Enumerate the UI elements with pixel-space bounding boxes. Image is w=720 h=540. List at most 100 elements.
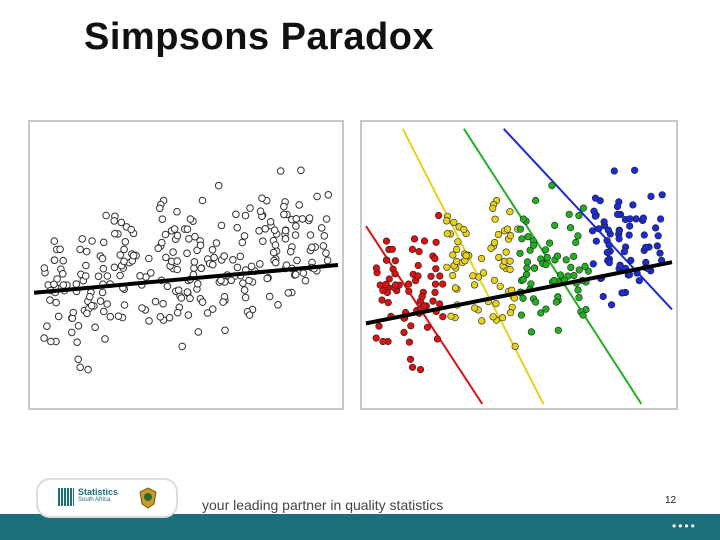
- data-point: [405, 338, 414, 346]
- data-point: [56, 245, 64, 254]
- data-point: [449, 271, 457, 280]
- data-point: [73, 338, 81, 346]
- data-point: [101, 335, 109, 343]
- data-point: [550, 276, 558, 285]
- data-point: [256, 207, 265, 215]
- data-point: [82, 247, 91, 256]
- data-point: [431, 280, 440, 288]
- data-point: [50, 280, 58, 289]
- data-point: [379, 337, 387, 346]
- data-point: [194, 328, 203, 336]
- data-point: [469, 272, 477, 280]
- data-point: [129, 251, 138, 260]
- data-point: [173, 265, 181, 274]
- data-point: [589, 260, 597, 268]
- data-point: [542, 305, 550, 313]
- data-point: [408, 363, 417, 371]
- data-point: [432, 265, 440, 273]
- data-point: [506, 231, 515, 240]
- data-point: [163, 282, 172, 291]
- data-point: [495, 253, 503, 261]
- data-point: [212, 239, 221, 247]
- data-point: [478, 317, 486, 325]
- data-point: [530, 241, 538, 249]
- data-point: [236, 252, 245, 261]
- data-point: [626, 215, 634, 223]
- data-point: [572, 238, 580, 247]
- data-point: [591, 194, 600, 202]
- data-point: [552, 298, 560, 306]
- data-point: [174, 286, 183, 294]
- data-point: [103, 300, 111, 308]
- data-point: [116, 251, 125, 259]
- data-point: [647, 192, 655, 200]
- data-point: [69, 308, 78, 317]
- data-point: [322, 249, 330, 257]
- data-point: [59, 256, 68, 265]
- data-point: [400, 328, 408, 336]
- data-point: [454, 238, 462, 246]
- data-point: [502, 248, 510, 256]
- data-point: [52, 298, 60, 307]
- data-point: [546, 239, 554, 247]
- data-point: [256, 260, 264, 268]
- data-point: [526, 246, 534, 254]
- data-point: [68, 328, 76, 337]
- data-point: [382, 237, 391, 245]
- data-point: [489, 313, 497, 321]
- data-point: [506, 208, 514, 216]
- data-point: [156, 313, 165, 321]
- overall-trend-line: [365, 260, 673, 326]
- data-point: [40, 264, 49, 272]
- data-point: [233, 223, 241, 232]
- data-point: [449, 251, 457, 259]
- data-point: [479, 269, 488, 277]
- data-point: [375, 322, 383, 330]
- data-point: [50, 256, 59, 264]
- data-point: [280, 202, 288, 211]
- data-point: [59, 281, 68, 289]
- data-point: [111, 229, 119, 238]
- data-point: [46, 296, 54, 304]
- data-point: [506, 265, 514, 274]
- data-point: [233, 263, 242, 272]
- page-number: 12: [665, 495, 677, 506]
- data-point: [532, 196, 540, 205]
- data-point: [471, 304, 479, 312]
- data-point: [319, 242, 328, 250]
- data-point: [145, 317, 153, 325]
- data-point: [579, 311, 587, 319]
- data-point: [40, 334, 48, 342]
- data-point: [114, 312, 123, 320]
- data-point: [574, 232, 582, 240]
- data-point: [76, 245, 84, 254]
- data-point: [431, 255, 439, 263]
- data-point: [532, 298, 540, 306]
- data-point: [102, 211, 110, 220]
- data-point: [214, 181, 223, 190]
- data-point: [295, 201, 304, 209]
- data-point: [94, 272, 103, 281]
- data-point: [640, 231, 648, 239]
- data-point: [203, 309, 212, 317]
- data-point: [158, 238, 166, 247]
- data-point: [110, 263, 119, 272]
- data-point: [443, 217, 451, 225]
- data-point: [241, 211, 250, 220]
- data-point: [100, 307, 108, 316]
- data-point: [117, 218, 126, 227]
- data-point: [116, 271, 124, 280]
- data-point: [656, 249, 664, 257]
- data-point: [258, 194, 266, 202]
- data-point: [173, 231, 182, 240]
- data-point: [43, 322, 51, 330]
- data-point: [161, 230, 170, 239]
- stats-sa-logo: Statistics South Africa: [36, 478, 178, 518]
- data-point: [523, 258, 532, 266]
- data-point: [414, 272, 422, 280]
- data-point: [498, 314, 507, 322]
- data-point: [324, 191, 333, 199]
- slide-title: Simpsons Paradox: [84, 16, 435, 58]
- data-point: [186, 215, 195, 223]
- scatter-panel-grouped: [360, 120, 678, 410]
